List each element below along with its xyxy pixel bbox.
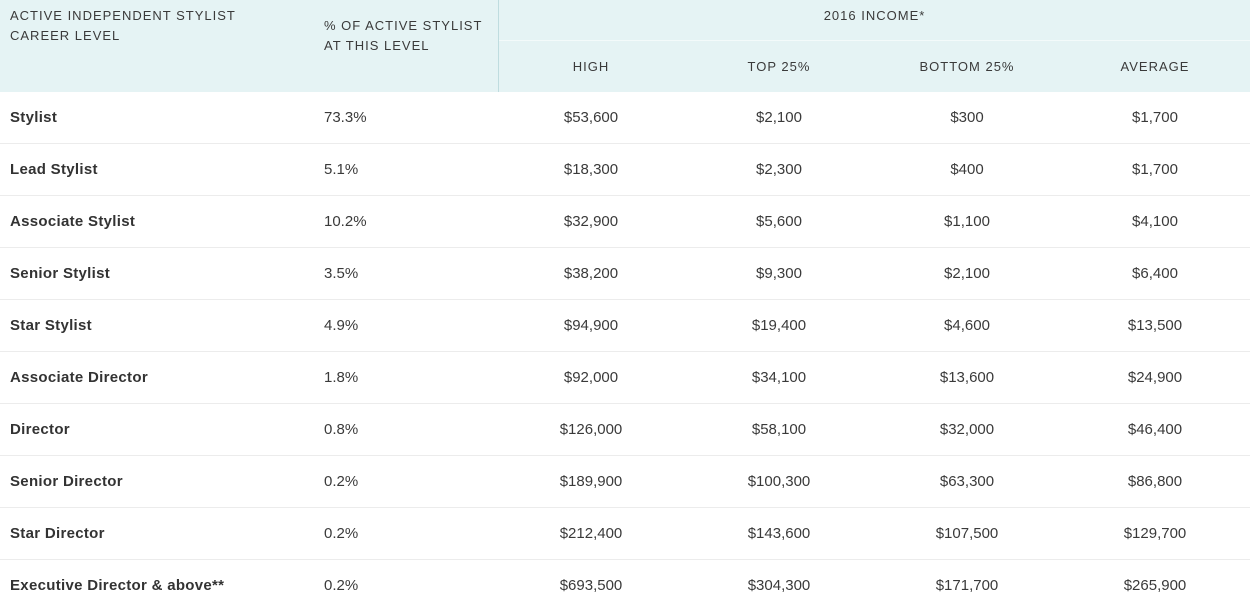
top-25-income-cell: $34,100 xyxy=(751,369,807,386)
top-25-income-cell: $304,300 xyxy=(747,577,811,594)
average-income-cell: $4,100 xyxy=(1132,213,1178,230)
table-row: Lead Stylist 5.1% $18,300 $2,300 $400 $1,700 xyxy=(0,144,1250,196)
high-income-cell: $693,500 xyxy=(559,577,623,594)
table-row: Associate Director 1.8% $92,000 $34,100 $13,… xyxy=(0,352,1250,404)
career-level-cell: Senior Director xyxy=(10,473,123,490)
bottom-25-income-cell: $32,000 xyxy=(939,421,995,438)
career-level-cell: Associate Director xyxy=(10,369,148,386)
career-level-cell: Senior Stylist xyxy=(10,265,111,282)
table-row: Star Director 0.2% $212,400 $143,600 $107,50… xyxy=(0,508,1250,560)
career-level-cell: Executive Director & above** xyxy=(10,577,225,594)
percent-cell: 1.8% xyxy=(324,369,359,386)
high-income-cell: $189,900 xyxy=(559,473,623,490)
table-row: Stylist 73.3% $53,600 $2,100 $300 $1,700 xyxy=(0,92,1250,144)
average-income-cell: $24,900 xyxy=(1127,369,1183,386)
percent-cell: 4.9% xyxy=(324,317,359,334)
table-row: Star Stylist 4.9% $94,900 $19,400 $4,600 $13,… xyxy=(0,300,1250,352)
career-level-cell: Stylist xyxy=(10,109,58,126)
high-income-cell: $92,000 xyxy=(563,369,619,386)
header-percent-active: % OF ACTIVE STYLIST AT THIS LEVEL xyxy=(324,18,483,53)
percent-cell: 0.2% xyxy=(324,473,359,490)
top-25-income-cell: $143,600 xyxy=(747,525,811,542)
average-income-cell: $46,400 xyxy=(1127,421,1183,438)
bottom-25-income-cell: $107,500 xyxy=(935,525,999,542)
bottom-25-income-cell: $300 xyxy=(950,109,984,126)
bottom-25-income-cell: $13,600 xyxy=(939,369,995,386)
average-income-cell: $129,700 xyxy=(1123,525,1187,542)
table-row: Director 0.8% $126,000 $58,100 $32,000 $46,40… xyxy=(0,404,1250,456)
average-income-cell: $1,700 xyxy=(1132,161,1178,178)
header-average: AVERAGE xyxy=(1120,59,1190,74)
high-income-cell: $38,200 xyxy=(563,265,619,282)
career-level-cell: Star Stylist xyxy=(10,317,92,334)
percent-cell: 3.5% xyxy=(324,265,359,282)
average-income-cell: $13,500 xyxy=(1127,317,1183,334)
table-row: Associate Stylist 10.2% $32,900 $5,600 $1,10… xyxy=(0,196,1250,248)
average-income-cell: $6,400 xyxy=(1132,265,1178,282)
bottom-25-income-cell: $4,600 xyxy=(944,317,990,334)
bottom-25-income-cell: $1,100 xyxy=(944,213,990,230)
header-top-25: TOP 25% xyxy=(747,59,811,74)
average-income-cell: $265,900 xyxy=(1123,577,1187,594)
table-row: Executive Director & above** 0.2% $693,500… xyxy=(0,560,1250,612)
bottom-25-income-cell: $63,300 xyxy=(939,473,995,490)
percent-cell: 5.1% xyxy=(324,161,359,178)
high-income-cell: $94,900 xyxy=(563,317,619,334)
top-25-income-cell: $5,600 xyxy=(756,213,802,230)
average-income-cell: $1,700 xyxy=(1132,109,1178,126)
header-high: HIGH xyxy=(572,59,610,74)
career-level-cell: Lead Stylist xyxy=(10,161,98,178)
top-25-income-cell: $100,300 xyxy=(747,473,811,490)
percent-cell: 0.8% xyxy=(324,421,359,438)
top-25-income-cell: $19,400 xyxy=(751,317,807,334)
percent-cell: 0.2% xyxy=(324,577,359,594)
table-header: ACTIVE INDEPENDENT STYLIST CAREER LEVEL … xyxy=(0,0,1250,92)
table-row: Senior Director 0.2% $189,900 $100,300 $63,3… xyxy=(0,456,1250,508)
top-25-income-cell: $2,300 xyxy=(756,161,802,178)
top-25-income-cell: $9,300 xyxy=(756,265,802,282)
top-25-income-cell: $58,100 xyxy=(751,421,807,438)
career-level-cell: Star Director xyxy=(10,525,105,542)
bottom-25-income-cell: $400 xyxy=(950,161,984,178)
table-row: Senior Stylist 3.5% $38,200 $9,300 $2,100 $6,… xyxy=(0,248,1250,300)
percent-cell: 10.2% xyxy=(324,213,367,230)
high-income-cell: $53,600 xyxy=(563,109,619,126)
percent-cell: 0.2% xyxy=(324,525,359,542)
career-level-cell: Director xyxy=(10,421,70,438)
header-divider xyxy=(498,0,499,92)
high-income-cell: $32,900 xyxy=(563,213,619,230)
high-income-cell: $18,300 xyxy=(563,161,619,178)
header-income-group: 2016 INCOME* xyxy=(823,8,926,23)
percent-cell: 73.3% xyxy=(324,109,367,126)
header-career-level: ACTIVE INDEPENDENT STYLIST CAREER LEVEL xyxy=(10,8,236,43)
average-income-cell: $86,800 xyxy=(1127,473,1183,490)
header-group-divider xyxy=(499,40,1250,41)
high-income-cell: $212,400 xyxy=(559,525,623,542)
header-bottom-25: BOTTOM 25% xyxy=(919,59,1015,74)
bottom-25-income-cell: $171,700 xyxy=(935,577,999,594)
top-25-income-cell: $2,100 xyxy=(756,109,802,126)
bottom-25-income-cell: $2,100 xyxy=(944,265,990,282)
career-level-cell: Associate Stylist xyxy=(10,213,136,230)
high-income-cell: $126,000 xyxy=(559,421,623,438)
